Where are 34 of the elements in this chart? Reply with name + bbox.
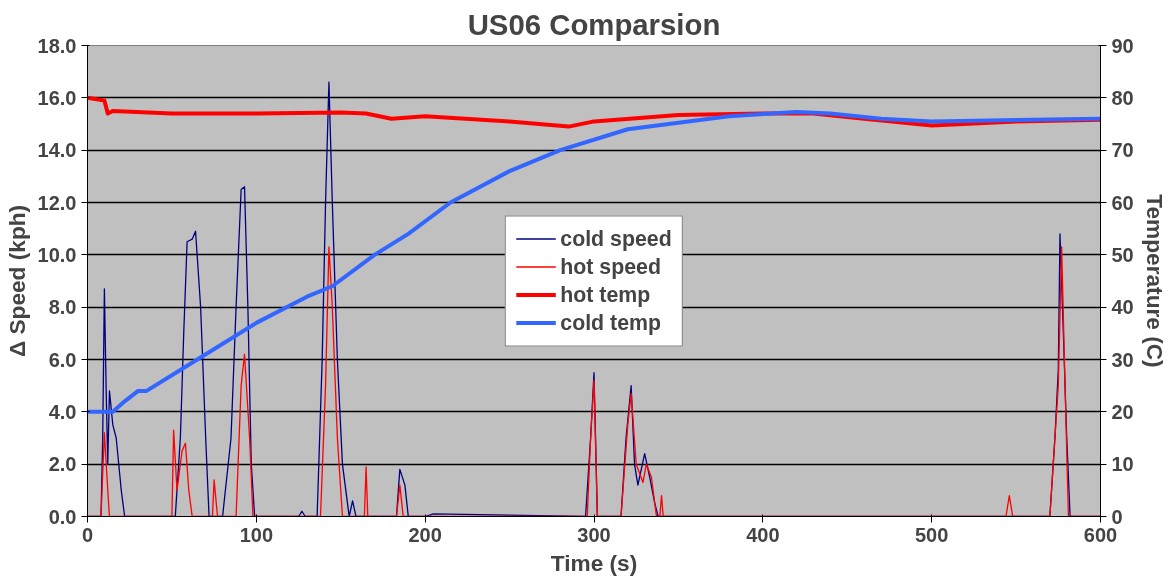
y-tick-label: 4.0	[48, 400, 77, 423]
y2-tick-label: 70	[1111, 139, 1134, 162]
x-tick-label: 200	[408, 523, 442, 546]
line-series	[87, 109, 1101, 414]
y-tick-label: 0.0	[48, 505, 77, 528]
x-tick-label: 300	[577, 523, 611, 546]
y-tick-label: 8.0	[48, 296, 77, 319]
y2-tick-label: 50	[1111, 243, 1134, 266]
x-tick-label: 400	[746, 523, 780, 546]
y2-tick-label: 20	[1111, 400, 1134, 423]
y-axis-title: Δ Speed (kph)	[3, 204, 30, 358]
y2-tick-label: 10	[1111, 453, 1134, 476]
y-tick-label: 2.0	[48, 453, 77, 476]
y-tick-label: 16.0	[37, 86, 77, 109]
legend-label: hot temp	[560, 282, 651, 307]
x-tick-label: 500	[914, 523, 949, 546]
y2-axis-title: Temperature (C)	[1141, 194, 1168, 368]
y-tick-label: 12.0	[37, 191, 77, 214]
y-tick-label: 10.0	[37, 243, 77, 266]
y2-tick-label: 40	[1111, 296, 1134, 319]
chart-title: US06 Comparsion	[467, 7, 721, 41]
legend-label: cold speed	[560, 226, 672, 251]
y2-tick-label: 60	[1111, 191, 1134, 214]
legend-label: hot speed	[560, 254, 662, 279]
y-tick-label: 18.0	[37, 34, 77, 57]
legend-label: cold temp	[560, 310, 662, 335]
x-tick-label: 100	[239, 523, 274, 546]
x-tick-label: 0	[81, 523, 94, 546]
y-tick-label: 14.0	[37, 139, 77, 162]
y2-tick-label: 80	[1111, 86, 1134, 109]
x-axis-title: Time (s)	[550, 549, 638, 576]
y-tick-label: 6.0	[48, 348, 77, 371]
y2-tick-label: 30	[1111, 348, 1134, 371]
y2-tick-label: 90	[1111, 34, 1134, 57]
